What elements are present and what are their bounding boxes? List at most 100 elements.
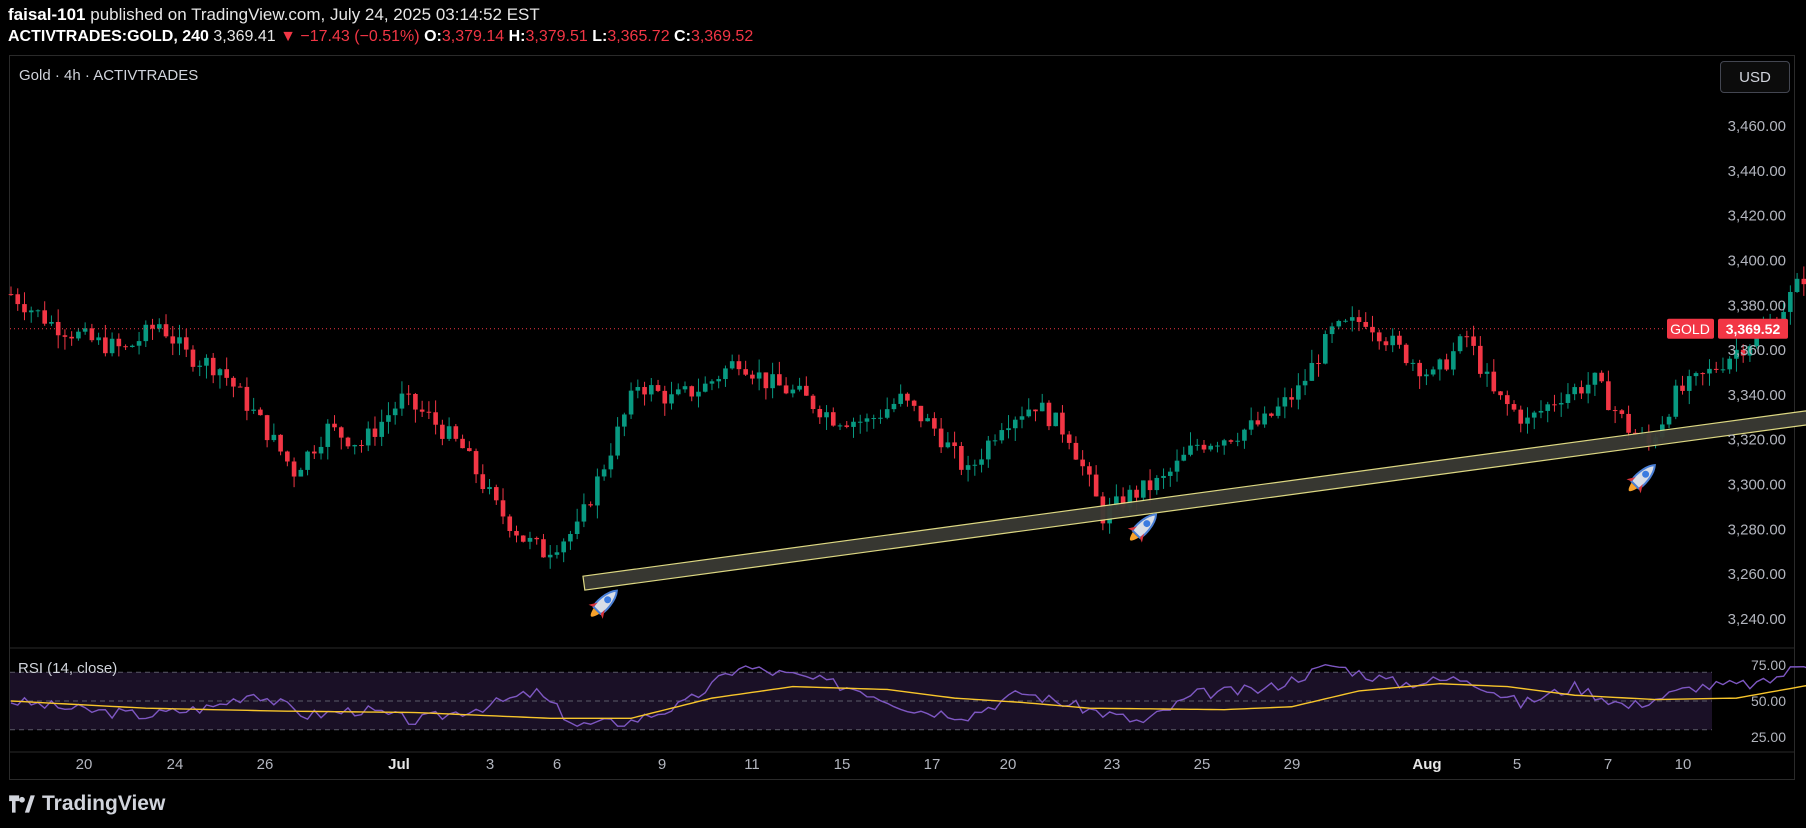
last-price-tag-bg: [1718, 318, 1788, 339]
time-axis-tick: 6: [553, 756, 561, 773]
candle-body: [89, 328, 95, 341]
candle-body: [1376, 332, 1382, 342]
candle-body: [1734, 349, 1739, 359]
time-axis-tick: 9: [658, 756, 666, 773]
open-value: 3,379.14: [441, 28, 505, 45]
candle-body: [992, 440, 998, 442]
candle-body: [1060, 412, 1065, 435]
tradingview-footer[interactable]: TradingView: [8, 792, 165, 816]
candle-body: [359, 445, 364, 447]
last-price-tag: 3,369.52: [1726, 321, 1781, 337]
candle-body: [1127, 489, 1133, 508]
rsi-axis-tick: 75.00: [1751, 657, 1786, 673]
candle-body: [426, 411, 432, 413]
candle-body: [1693, 373, 1699, 377]
rocket-flame: [590, 608, 600, 617]
published-text: published on TradingView.com, July 24, 2…: [90, 5, 540, 24]
candle-body: [507, 516, 513, 532]
candle-body: [123, 346, 128, 348]
candle-body: [649, 385, 654, 395]
candle-body: [911, 400, 917, 406]
rsi-axis-tick: 50.00: [1751, 693, 1786, 709]
candle-body: [581, 504, 587, 522]
candle-body: [1713, 368, 1719, 370]
candle-body: [972, 464, 978, 466]
price-axis-tick: 3,400.00: [1728, 252, 1786, 269]
candle-body: [62, 335, 68, 337]
candle-body: [534, 537, 540, 540]
candle-body: [1558, 402, 1564, 405]
candle-body: [682, 386, 688, 390]
candle-body: [864, 418, 870, 422]
candle-body: [777, 374, 782, 386]
rocket-icon: [1127, 513, 1158, 543]
candle-body: [830, 412, 836, 426]
candle-body: [1740, 349, 1746, 356]
candle-body: [938, 428, 944, 448]
candle-body: [332, 423, 337, 428]
candle-body: [561, 541, 566, 553]
candle-body: [884, 409, 890, 418]
candle-body: [790, 389, 796, 394]
currency-button[interactable]: USD: [1720, 61, 1790, 93]
candle-body: [1006, 428, 1011, 431]
candle-body: [1188, 445, 1193, 455]
candle-body: [1161, 475, 1166, 478]
candle-body: [163, 324, 169, 337]
candle-body: [1147, 480, 1153, 491]
candle-body: [231, 377, 236, 387]
candle-body: [723, 368, 728, 380]
time-axis-tick: 7: [1604, 756, 1612, 773]
candle-body: [318, 446, 324, 454]
candle-body: [824, 412, 829, 418]
time-axis-tick: 20: [76, 756, 93, 773]
candle-body: [1801, 278, 1806, 285]
candle-body: [797, 385, 802, 390]
high-label: H:: [508, 28, 526, 45]
time-axis-tick: 15: [834, 756, 851, 773]
candle-body: [1154, 477, 1160, 491]
price-axis-tick: 3,380.00: [1728, 297, 1786, 314]
time-axis-tick: 10: [1675, 756, 1692, 773]
candle-body: [1289, 397, 1294, 400]
candle-body: [170, 336, 176, 344]
candle-body: [325, 423, 331, 447]
candle-body: [1424, 374, 1429, 377]
candle-body: [1673, 385, 1679, 417]
candle-body: [952, 442, 957, 447]
candle-body: [804, 385, 809, 396]
candle-body: [1349, 317, 1355, 321]
candle-body: [1680, 385, 1685, 391]
candle-body: [702, 383, 708, 392]
candle-body: [1215, 445, 1220, 447]
candle-body: [1720, 369, 1726, 371]
candle-body: [1228, 440, 1234, 442]
candle-body: [1120, 496, 1126, 508]
candle-body: [1606, 381, 1611, 411]
brand-name: TradingView: [42, 792, 166, 815]
candle-body: [635, 387, 641, 391]
candle-body: [588, 504, 593, 506]
candle-body: [696, 391, 701, 397]
candle-body: [669, 394, 674, 404]
candle-body: [871, 418, 877, 420]
candle-body: [237, 386, 243, 388]
candle-body: [1087, 466, 1092, 475]
price-axis-tick: 3,360.00: [1728, 342, 1786, 359]
time-axis-tick: Aug: [1412, 756, 1441, 773]
candle-body: [1518, 409, 1524, 424]
candle-body: [69, 336, 74, 339]
candle-body: [345, 437, 351, 447]
candle-body: [1309, 362, 1315, 381]
candle-body: [1134, 489, 1139, 498]
candle-body: [35, 310, 41, 312]
candle-body: [285, 451, 290, 462]
candle-body: [1410, 362, 1416, 364]
candle-body: [1066, 434, 1072, 443]
time-axis-tick: Jul: [388, 756, 410, 773]
author-name[interactable]: faisal-101: [8, 5, 86, 24]
candle-body: [1336, 321, 1342, 327]
candle-body: [480, 474, 486, 490]
candle-body: [1114, 496, 1119, 506]
